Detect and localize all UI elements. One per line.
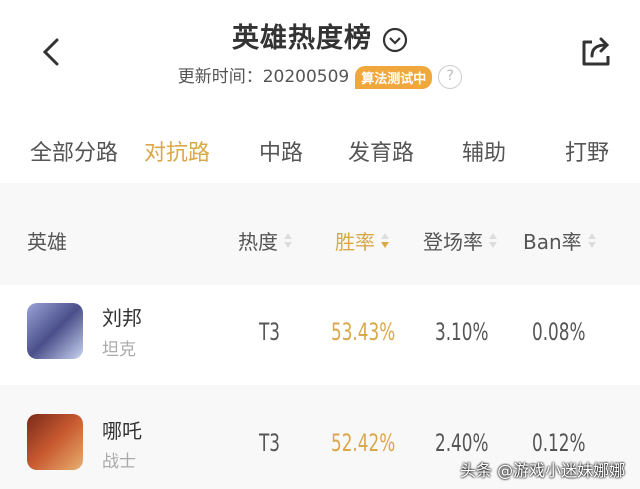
col-pick-rate[interactable]: 登场率 (423, 226, 497, 255)
hero-role: 战士 (102, 452, 136, 472)
heat-value: T3 (259, 429, 280, 457)
hero-name: 哪吒 (102, 419, 142, 443)
col-hero: 英雄 (27, 230, 67, 254)
heat-value: T3 (259, 318, 280, 346)
sort-icon (587, 233, 596, 248)
sort-icon (489, 233, 497, 248)
ban-rate-value: 0.08% (532, 318, 586, 346)
chevron-down-icon[interactable] (382, 27, 408, 53)
hero-avatar (27, 303, 83, 359)
back-icon[interactable] (38, 36, 64, 68)
win-rate-value: 53.43% (331, 318, 396, 346)
hero-avatar (27, 414, 83, 470)
win-rate-value: 52.42% (331, 429, 396, 457)
tab-all[interactable]: 全部分路 (30, 141, 119, 166)
col-ban-rate[interactable]: Ban率 (523, 226, 596, 255)
table-row[interactable]: 哪吒 战士 T3 52.42% 2.40% 0.12% (0, 389, 640, 489)
share-icon[interactable] (578, 34, 614, 70)
tab-jungle[interactable]: 打野 (565, 141, 610, 166)
status-badge: 算法测试中 (355, 65, 433, 89)
watermark: 头条 @游戏小迷妹娜娜 (460, 461, 626, 480)
col-win-rate[interactable]: 胜率 (335, 226, 389, 255)
tab-bot-lane[interactable]: 发育路 (348, 141, 415, 166)
update-info: 更新时间：20200509 算法测试中? (0, 62, 640, 89)
sort-desc-icon (381, 233, 389, 248)
pick-rate-value: 3.10% (435, 318, 489, 346)
hero-name: 刘邦 (102, 306, 142, 330)
page-title: 英雄热度榜 (0, 16, 640, 55)
pick-rate-value: 2.40% (435, 429, 489, 457)
help-icon[interactable]: ? (438, 65, 463, 89)
update-date: 20200509 (262, 67, 350, 87)
tab-top-lane[interactable]: 对抗路 (144, 141, 211, 166)
hero-role: 坦克 (102, 340, 136, 360)
ban-rate-value: 0.12% (532, 429, 586, 457)
sort-icon (284, 233, 292, 248)
tab-support[interactable]: 辅助 (462, 141, 507, 166)
table-row[interactable]: 刘邦 坦克 T3 53.43% 3.10% 0.08% (0, 285, 640, 385)
tab-mid-lane[interactable]: 中路 (259, 141, 304, 166)
col-heat[interactable]: 热度 (238, 226, 292, 255)
